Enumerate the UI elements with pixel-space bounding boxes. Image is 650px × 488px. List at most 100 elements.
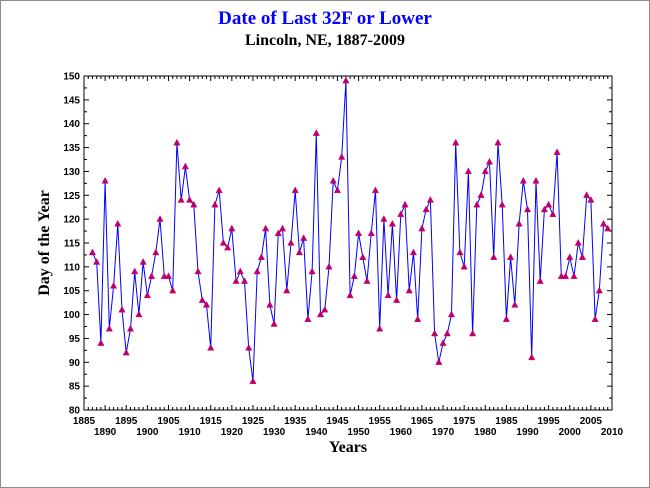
data-point bbox=[207, 343, 215, 351]
data-point bbox=[295, 248, 303, 256]
data-point bbox=[532, 176, 540, 184]
data-point bbox=[143, 291, 151, 299]
data-point bbox=[317, 310, 325, 318]
x-tick-label: 1895 bbox=[115, 416, 138, 427]
x-tick-label: 1905 bbox=[157, 416, 180, 427]
x-axis: 1885 1895 1905 1915 1925 1935 1945 1955 1965 1975… bbox=[73, 76, 624, 438]
data-point bbox=[452, 138, 460, 146]
data-point bbox=[469, 329, 477, 337]
data-point bbox=[367, 229, 375, 237]
x-axis-label: Years bbox=[329, 439, 367, 456]
data-point bbox=[253, 267, 261, 275]
data-point bbox=[574, 238, 582, 246]
data-point bbox=[101, 176, 109, 184]
data-point bbox=[236, 267, 244, 275]
y-tick-label: 90 bbox=[69, 358, 81, 369]
data-point bbox=[224, 243, 232, 251]
data-markers bbox=[88, 76, 612, 384]
data-point bbox=[422, 205, 430, 213]
data-point bbox=[291, 186, 299, 194]
data-point bbox=[198, 296, 206, 303]
x-tick-label: 2005 bbox=[580, 416, 603, 427]
chart-title: Date of Last 32F or Lower bbox=[218, 8, 432, 29]
data-point bbox=[388, 219, 396, 227]
data-point bbox=[114, 219, 122, 227]
y-tick-label: 145 bbox=[63, 95, 80, 106]
data-point bbox=[553, 148, 561, 155]
data-point bbox=[562, 272, 570, 279]
x-tick-label: 2010 bbox=[601, 427, 624, 438]
x-tick-label: 1995 bbox=[538, 416, 561, 427]
data-point bbox=[215, 186, 223, 194]
data-point bbox=[266, 301, 274, 308]
data-point bbox=[325, 262, 333, 270]
data-point bbox=[350, 272, 358, 279]
data-point bbox=[545, 200, 553, 208]
data-point bbox=[122, 348, 130, 356]
data-point bbox=[152, 248, 160, 256]
x-tick-label: 1910 bbox=[178, 427, 201, 438]
y-tick-label: 85 bbox=[69, 382, 81, 393]
data-point bbox=[359, 253, 367, 260]
data-point bbox=[270, 320, 278, 327]
data-point bbox=[498, 200, 506, 208]
data-point bbox=[308, 267, 316, 275]
data-point bbox=[604, 224, 612, 232]
data-point bbox=[536, 277, 544, 284]
data-point bbox=[240, 277, 249, 284]
data-point bbox=[190, 200, 198, 208]
data-point bbox=[139, 258, 147, 265]
data-point bbox=[148, 272, 156, 279]
x-tick-label: 1920 bbox=[221, 427, 244, 438]
data-point bbox=[409, 248, 418, 256]
data-point bbox=[511, 301, 519, 308]
data-point bbox=[177, 196, 185, 203]
y-tick-label: 100 bbox=[63, 310, 80, 321]
x-tick-label: 1965 bbox=[411, 416, 434, 427]
y-tick-label: 105 bbox=[63, 286, 80, 297]
data-point bbox=[515, 219, 523, 227]
data-point bbox=[595, 286, 603, 294]
data-point bbox=[460, 262, 468, 270]
data-point bbox=[156, 215, 164, 222]
x-tick-label: 1935 bbox=[284, 416, 307, 427]
data-point bbox=[456, 248, 464, 256]
x-tick-label: 1945 bbox=[326, 416, 349, 427]
x-tick-label: 1915 bbox=[200, 416, 223, 427]
y-axis-label: Day of the Year bbox=[36, 190, 53, 296]
data-point bbox=[228, 224, 236, 232]
x-tick-label: 1900 bbox=[136, 427, 159, 438]
data-point bbox=[549, 210, 557, 217]
data-point bbox=[587, 196, 595, 203]
data-point bbox=[232, 277, 240, 284]
data-point bbox=[405, 286, 413, 294]
x-tick-label: 1950 bbox=[347, 427, 370, 438]
data-point bbox=[346, 291, 354, 299]
chart-subtitle: Lincoln, NE, 1887-2009 bbox=[245, 32, 405, 49]
data-point bbox=[333, 186, 341, 194]
data-point bbox=[528, 353, 536, 361]
data-point bbox=[540, 205, 548, 213]
data-point bbox=[164, 272, 173, 279]
data-point bbox=[384, 291, 392, 299]
data-point bbox=[338, 153, 346, 160]
y-tick-label: 150 bbox=[63, 72, 80, 83]
data-point bbox=[490, 253, 498, 260]
data-point bbox=[431, 329, 439, 337]
x-tick-label: 1930 bbox=[263, 427, 286, 438]
data-point bbox=[426, 196, 434, 203]
x-tick-label: 1960 bbox=[390, 427, 413, 438]
data-point bbox=[464, 167, 472, 175]
x-tick-label: 2000 bbox=[559, 427, 582, 438]
x-tick-label: 1955 bbox=[369, 416, 392, 427]
y-tick-label: 120 bbox=[63, 215, 80, 226]
y-tick-label: 110 bbox=[64, 262, 81, 273]
y-axis: 80 85 90 95 100 105 110 115 120 125 130 135 140 145 15… bbox=[63, 72, 612, 417]
data-point bbox=[397, 210, 405, 217]
data-point bbox=[519, 176, 527, 184]
x-tick-label: 1885 bbox=[73, 416, 96, 427]
data-point bbox=[371, 186, 379, 194]
y-tick-label: 80 bbox=[69, 406, 81, 417]
data-point bbox=[443, 329, 451, 337]
